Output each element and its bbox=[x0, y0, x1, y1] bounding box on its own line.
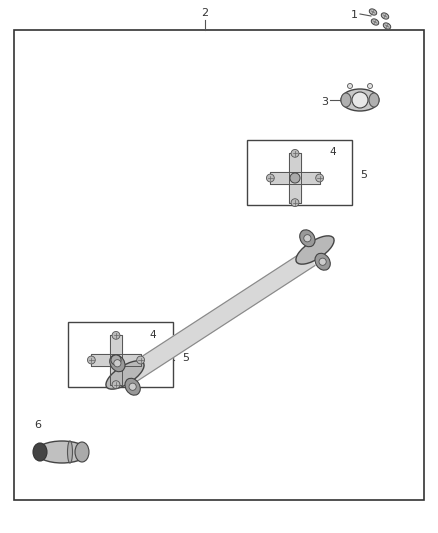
Circle shape bbox=[319, 258, 326, 265]
Ellipse shape bbox=[381, 13, 389, 19]
Ellipse shape bbox=[341, 93, 351, 107]
Circle shape bbox=[266, 174, 274, 182]
Circle shape bbox=[88, 356, 95, 364]
Text: 5: 5 bbox=[182, 353, 189, 363]
Circle shape bbox=[114, 360, 121, 367]
Circle shape bbox=[112, 381, 120, 389]
Ellipse shape bbox=[352, 92, 368, 108]
Circle shape bbox=[316, 174, 324, 182]
Circle shape bbox=[347, 84, 353, 88]
Text: 2: 2 bbox=[201, 8, 208, 18]
Text: 4: 4 bbox=[150, 330, 156, 340]
Ellipse shape bbox=[33, 443, 47, 461]
Ellipse shape bbox=[125, 378, 140, 395]
Ellipse shape bbox=[341, 89, 379, 111]
Polygon shape bbox=[125, 251, 315, 383]
Bar bbox=[247, 140, 352, 205]
Bar bbox=[14, 30, 424, 500]
Bar bbox=[68, 322, 173, 387]
Circle shape bbox=[129, 383, 136, 390]
Ellipse shape bbox=[300, 230, 315, 247]
Ellipse shape bbox=[369, 93, 379, 107]
Polygon shape bbox=[289, 153, 301, 203]
Circle shape bbox=[111, 355, 121, 365]
Circle shape bbox=[367, 84, 372, 88]
Circle shape bbox=[137, 356, 145, 364]
Ellipse shape bbox=[315, 253, 330, 270]
Ellipse shape bbox=[110, 355, 125, 372]
Ellipse shape bbox=[36, 441, 88, 463]
Ellipse shape bbox=[369, 9, 377, 15]
Ellipse shape bbox=[371, 19, 379, 25]
Circle shape bbox=[291, 149, 299, 157]
Ellipse shape bbox=[296, 236, 334, 264]
Circle shape bbox=[112, 332, 120, 340]
Ellipse shape bbox=[75, 442, 89, 462]
Ellipse shape bbox=[383, 23, 391, 29]
Polygon shape bbox=[270, 172, 320, 184]
Polygon shape bbox=[110, 335, 122, 385]
Text: 5: 5 bbox=[360, 170, 367, 180]
Ellipse shape bbox=[67, 441, 73, 463]
Ellipse shape bbox=[106, 361, 144, 389]
Polygon shape bbox=[91, 354, 141, 366]
Text: 1: 1 bbox=[351, 10, 358, 20]
Circle shape bbox=[290, 173, 300, 183]
Text: 3: 3 bbox=[321, 97, 328, 107]
Text: 4: 4 bbox=[330, 147, 336, 157]
Circle shape bbox=[291, 199, 299, 207]
Text: 6: 6 bbox=[35, 420, 42, 430]
Circle shape bbox=[304, 235, 311, 242]
